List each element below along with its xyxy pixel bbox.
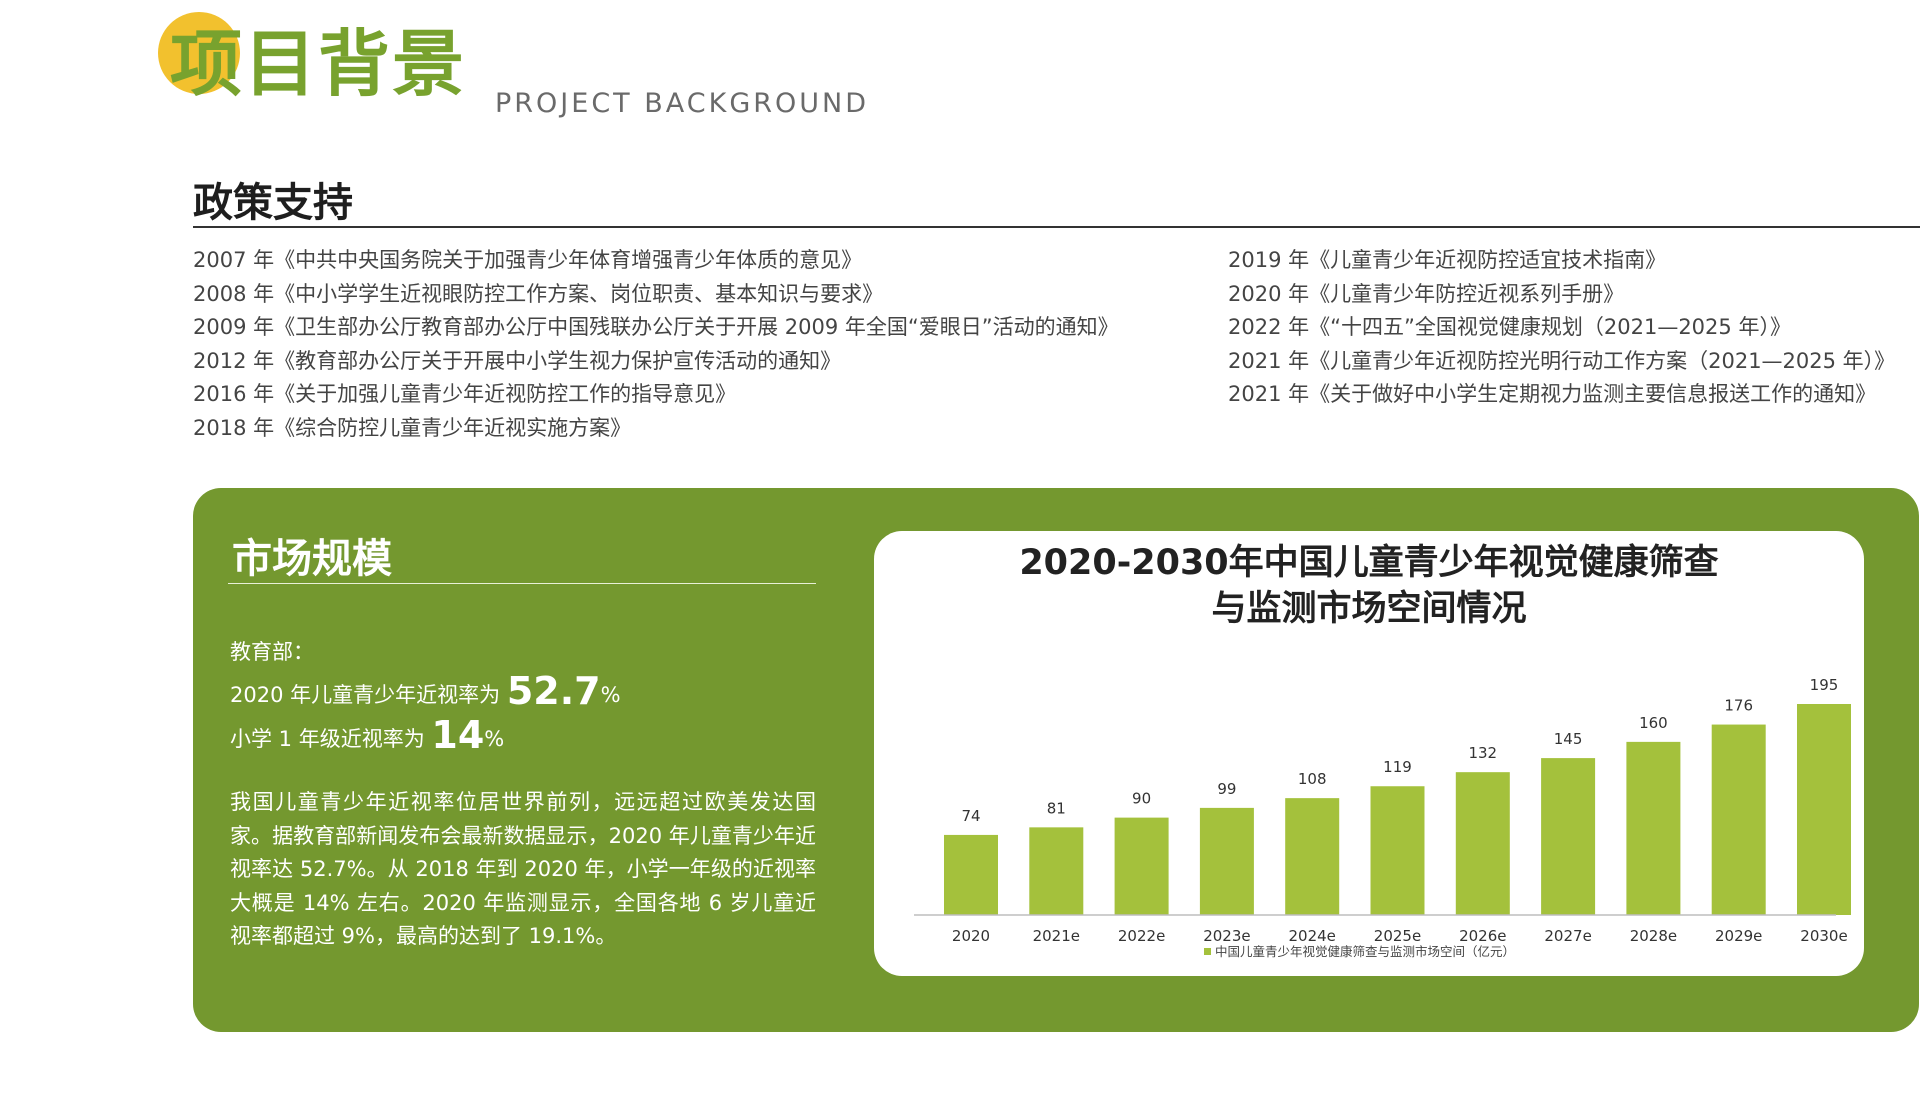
x-tick-label: 2025e	[1374, 927, 1421, 945]
data-label: 108	[1298, 770, 1327, 788]
policy-list-right: 2019 年《儿童青少年近视防控适宜技术指南》 2020 年《儿童青少年防控近视…	[1228, 244, 1895, 412]
stat-unit: %	[600, 683, 621, 707]
market-stat-grade1-rate: 小学 1 年级近视率为 14%	[230, 713, 504, 757]
stat-value: 14	[431, 713, 485, 757]
bar	[1029, 827, 1084, 915]
data-label: 132	[1468, 744, 1497, 762]
policy-item: 2008 年《中小学学生近视眼防控工作方案、岗位职责、基本知识与要求》	[193, 281, 884, 306]
policy-item: 2019 年《儿童青少年近视防控适宜技术指南》	[1228, 248, 1667, 272]
x-tick-label: 2028e	[1630, 927, 1677, 945]
data-label: 195	[1810, 676, 1839, 694]
bar	[944, 834, 998, 915]
policy-section-title: 政策支持	[193, 180, 353, 226]
market-source-label: 教育部：	[230, 640, 314, 664]
legend-label: 中国儿童青少年视觉健康筛查与监测市场空间（亿元）	[1215, 944, 1515, 959]
x-tick-label: 2027e	[1544, 927, 1591, 945]
bar	[1626, 741, 1681, 915]
data-label: 81	[1047, 799, 1066, 817]
data-label: 119	[1383, 758, 1412, 776]
market-section-title: 市场规模	[232, 536, 392, 582]
x-tick-label: 2029e	[1715, 927, 1762, 945]
stat-label: 2020 年儿童青少年近视率为	[230, 683, 501, 707]
page-subtitle: PROJECT BACKGROUND	[495, 88, 870, 119]
data-label: 145	[1554, 730, 1583, 748]
policy-item: 2020 年《儿童青少年防控近视系列手册》	[1228, 281, 1625, 306]
chart-title-line2: 与监测市场空间情况	[1211, 589, 1527, 629]
policy-item: 2009 年《卫生部办公厅教育部办公厅中国残联办公厅关于开展 2009 年全国“…	[193, 315, 1119, 340]
bar	[1455, 772, 1510, 915]
chart-title-line1: 2020-2030年中国儿童青少年视觉健康筛查	[1019, 543, 1719, 583]
stat-label: 小学 1 年级近视率为	[230, 727, 425, 751]
data-label: 74	[961, 807, 980, 825]
bar	[1285, 798, 1340, 915]
x-tick-label: 2024e	[1288, 927, 1335, 945]
x-tick-label: 2021e	[1033, 927, 1080, 945]
page-title: 项目背景	[170, 22, 467, 106]
bar-chart: 74 2020 81 2021e 90 2022e 99 2023e 108 2024e 119 20…	[914, 676, 1851, 959]
policy-divider	[193, 226, 1920, 228]
bar	[1114, 817, 1169, 915]
policy-item: 2016 年《关于加强儿童青少年近视防控工作的指导意见》	[193, 382, 737, 407]
market-stat-myopia-rate: 2020 年儿童青少年近视率为 52.7%	[230, 669, 621, 713]
legend-swatch	[1204, 948, 1211, 955]
bar	[1199, 807, 1254, 915]
policy-list-left: 2007 年《中共中央国务院关于加强青少年体育增强青少年体质的意见》 2008 …	[193, 244, 1119, 446]
data-label: 99	[1217, 780, 1236, 798]
bar	[1797, 704, 1851, 915]
stat-unit: %	[484, 727, 505, 751]
stat-value: 52.7	[506, 669, 601, 713]
x-tick-label: 2023e	[1203, 927, 1250, 945]
policy-item: 2022 年《“十四五”全国视觉健康规划（2021—2025 年）》	[1228, 315, 1791, 340]
policy-item: 2021 年《儿童青少年近视防控光明行动工作方案（2021—2025 年）》	[1228, 348, 1896, 373]
bar	[1370, 786, 1425, 915]
x-tick-label: 2026e	[1459, 927, 1506, 945]
header-accent-circle	[158, 12, 240, 94]
policy-item: 2018 年《综合防控儿童青少年近视实施方案》	[193, 415, 632, 440]
x-tick-label: 2030e	[1800, 927, 1847, 945]
x-tick-label: 2022e	[1118, 927, 1165, 945]
market-divider	[228, 583, 816, 584]
data-label: 176	[1724, 697, 1753, 715]
x-tick-label: 2020	[952, 927, 990, 945]
bar	[1541, 758, 1596, 915]
data-label: 160	[1639, 714, 1668, 732]
market-description: 我国儿童青少年近视率位居世界前列，远远超过欧美发达国家。据教育部新闻发布会最新数…	[230, 790, 816, 949]
policy-item: 2021 年《关于做好中小学生定期视力监测主要信息报送工作的通知》	[1228, 382, 1877, 407]
data-label: 90	[1132, 790, 1151, 808]
chart-title: 2020-2030年中国儿童青少年视觉健康筛查 与监测市场空间情况	[874, 540, 1864, 632]
policy-item: 2012 年《教育部办公厅关于开展中小学生视力保护宣传活动的通知》	[193, 348, 842, 373]
bar	[1711, 724, 1766, 915]
policy-item: 2007 年《中共中央国务院关于加强青少年体育增强青少年体质的意见》	[193, 248, 863, 272]
